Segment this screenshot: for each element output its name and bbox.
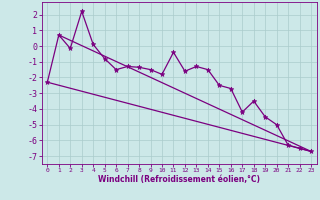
- X-axis label: Windchill (Refroidissement éolien,°C): Windchill (Refroidissement éolien,°C): [98, 175, 260, 184]
